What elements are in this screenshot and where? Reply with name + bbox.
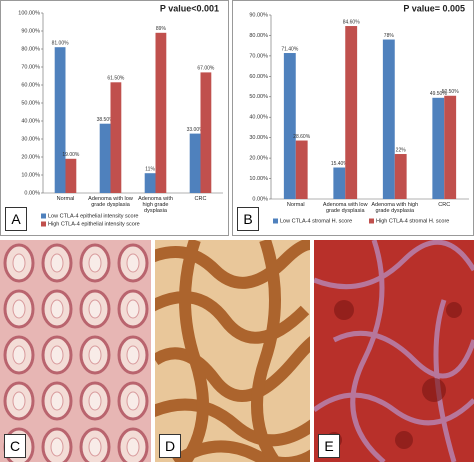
value-label: 89%: [156, 26, 167, 32]
chart: P value= 0.005 0.00% 10.00% 20.00% 30.00% 40.…: [249, 3, 469, 224]
y-tick-label: 30.00%: [21, 136, 40, 142]
bar: [189, 133, 201, 193]
panel-letter: C: [4, 434, 26, 458]
y-tick-label: 60.00%: [21, 82, 40, 88]
y-tick-label: 50.00%: [249, 94, 268, 100]
y-tick-label: 0.00%: [24, 190, 40, 196]
bar: [144, 173, 156, 193]
x-tick-label: Normal: [56, 196, 75, 202]
value-label: 49.50%: [430, 91, 448, 97]
value-label: 22%: [396, 147, 407, 153]
bar: [283, 53, 296, 199]
x-tick-label: Normal: [286, 202, 305, 208]
value-label: 67.00%: [197, 66, 215, 72]
bar: [394, 154, 407, 199]
bar: [333, 167, 346, 199]
value-label: 78%: [384, 33, 395, 39]
panel-letter: B: [237, 207, 259, 231]
chart-panel: P value<0.001 0.00% 10.00% 20.00% 30.00% 40.0…: [0, 0, 229, 236]
chart-title: P value<0.001: [160, 3, 219, 13]
chart-title: P value= 0.005: [403, 3, 465, 13]
legend-label: High CTLA-4 stromal H. score: [376, 218, 449, 224]
value-label: 33.00%: [187, 127, 205, 133]
value-label: 38.50%: [97, 117, 115, 123]
bar: [54, 47, 66, 194]
panel-letter: D: [159, 434, 181, 458]
legend-swatch: [41, 221, 46, 227]
y-tick-label: 50.00%: [21, 100, 40, 106]
y-tick-label: 80.00%: [249, 33, 268, 39]
legend-label: Low CTLA-4 stromal H. score: [280, 218, 352, 224]
y-tick-label: 30.00%: [249, 135, 268, 141]
y-tick-label: 100.00%: [18, 10, 40, 16]
bar: [432, 97, 445, 199]
x-tick-label: Adenoma with low grade dysplasia: [88, 196, 133, 208]
bar: [200, 72, 212, 193]
y-tick-label: 90.00%: [249, 12, 268, 18]
micrograph: [314, 240, 474, 462]
value-label: 11%: [145, 167, 155, 173]
y-tick-label: 40.00%: [249, 115, 268, 121]
chart-panel: P value= 0.005 0.00% 10.00% 20.00% 30.00% 40.…: [232, 0, 474, 236]
y-tick-label: 0.00%: [252, 196, 268, 202]
value-label: 19.00%: [62, 152, 80, 158]
y-tick-label: 70.00%: [21, 64, 40, 70]
panel-letter: A: [5, 207, 27, 231]
bar: [99, 123, 111, 193]
value-label: 61.50%: [107, 76, 125, 82]
y-tick-label: 10.00%: [21, 172, 40, 178]
bar: [110, 82, 122, 193]
legend-swatch: [41, 213, 46, 219]
y-tick-label: 40.00%: [21, 118, 40, 124]
value-label: 50.50%: [442, 89, 460, 95]
y-tick-label: 60.00%: [249, 74, 268, 80]
bar: [345, 26, 358, 199]
legend-swatch: [273, 218, 278, 224]
value-label: 84.60%: [343, 19, 361, 25]
panel-letter: E: [318, 434, 340, 458]
x-tick-label: Adenoma with low grade dysplasia: [322, 202, 368, 214]
bar: [382, 39, 395, 200]
x-tick-label: CRC: [438, 202, 451, 208]
y-tick-label: 10.00%: [249, 176, 268, 182]
value-label: 81.00%: [52, 41, 70, 47]
x-tick-label: Adenoma with high grade dysplasia: [138, 196, 173, 214]
x-tick-label: Adenoma with high grade dysplasia: [371, 202, 419, 214]
value-label: 15.40%: [331, 161, 349, 167]
legend-swatch: [369, 218, 374, 224]
micrograph: [0, 240, 151, 462]
value-label: 71.40%: [281, 46, 299, 52]
micrograph: [155, 240, 310, 462]
value-label: 28.60%: [293, 134, 311, 140]
bar: [65, 158, 77, 193]
y-tick-label: 20.00%: [249, 156, 268, 162]
y-tick-label: 70.00%: [249, 53, 268, 59]
bar: [155, 32, 167, 193]
legend-label: Low CTLA-4 epithelial intensity score: [48, 213, 139, 219]
x-tick-label: CRC: [194, 196, 207, 202]
bar: [295, 140, 308, 199]
bar: [444, 95, 457, 199]
y-tick-label: 20.00%: [21, 154, 40, 160]
legend-label: High CTLA-4 epithelial intensity score: [48, 221, 140, 227]
y-tick-label: 80.00%: [21, 46, 40, 52]
y-tick-label: 90.00%: [21, 28, 40, 34]
chart: P value<0.001 0.00% 10.00% 20.00% 30.00% 40.0…: [18, 3, 223, 227]
